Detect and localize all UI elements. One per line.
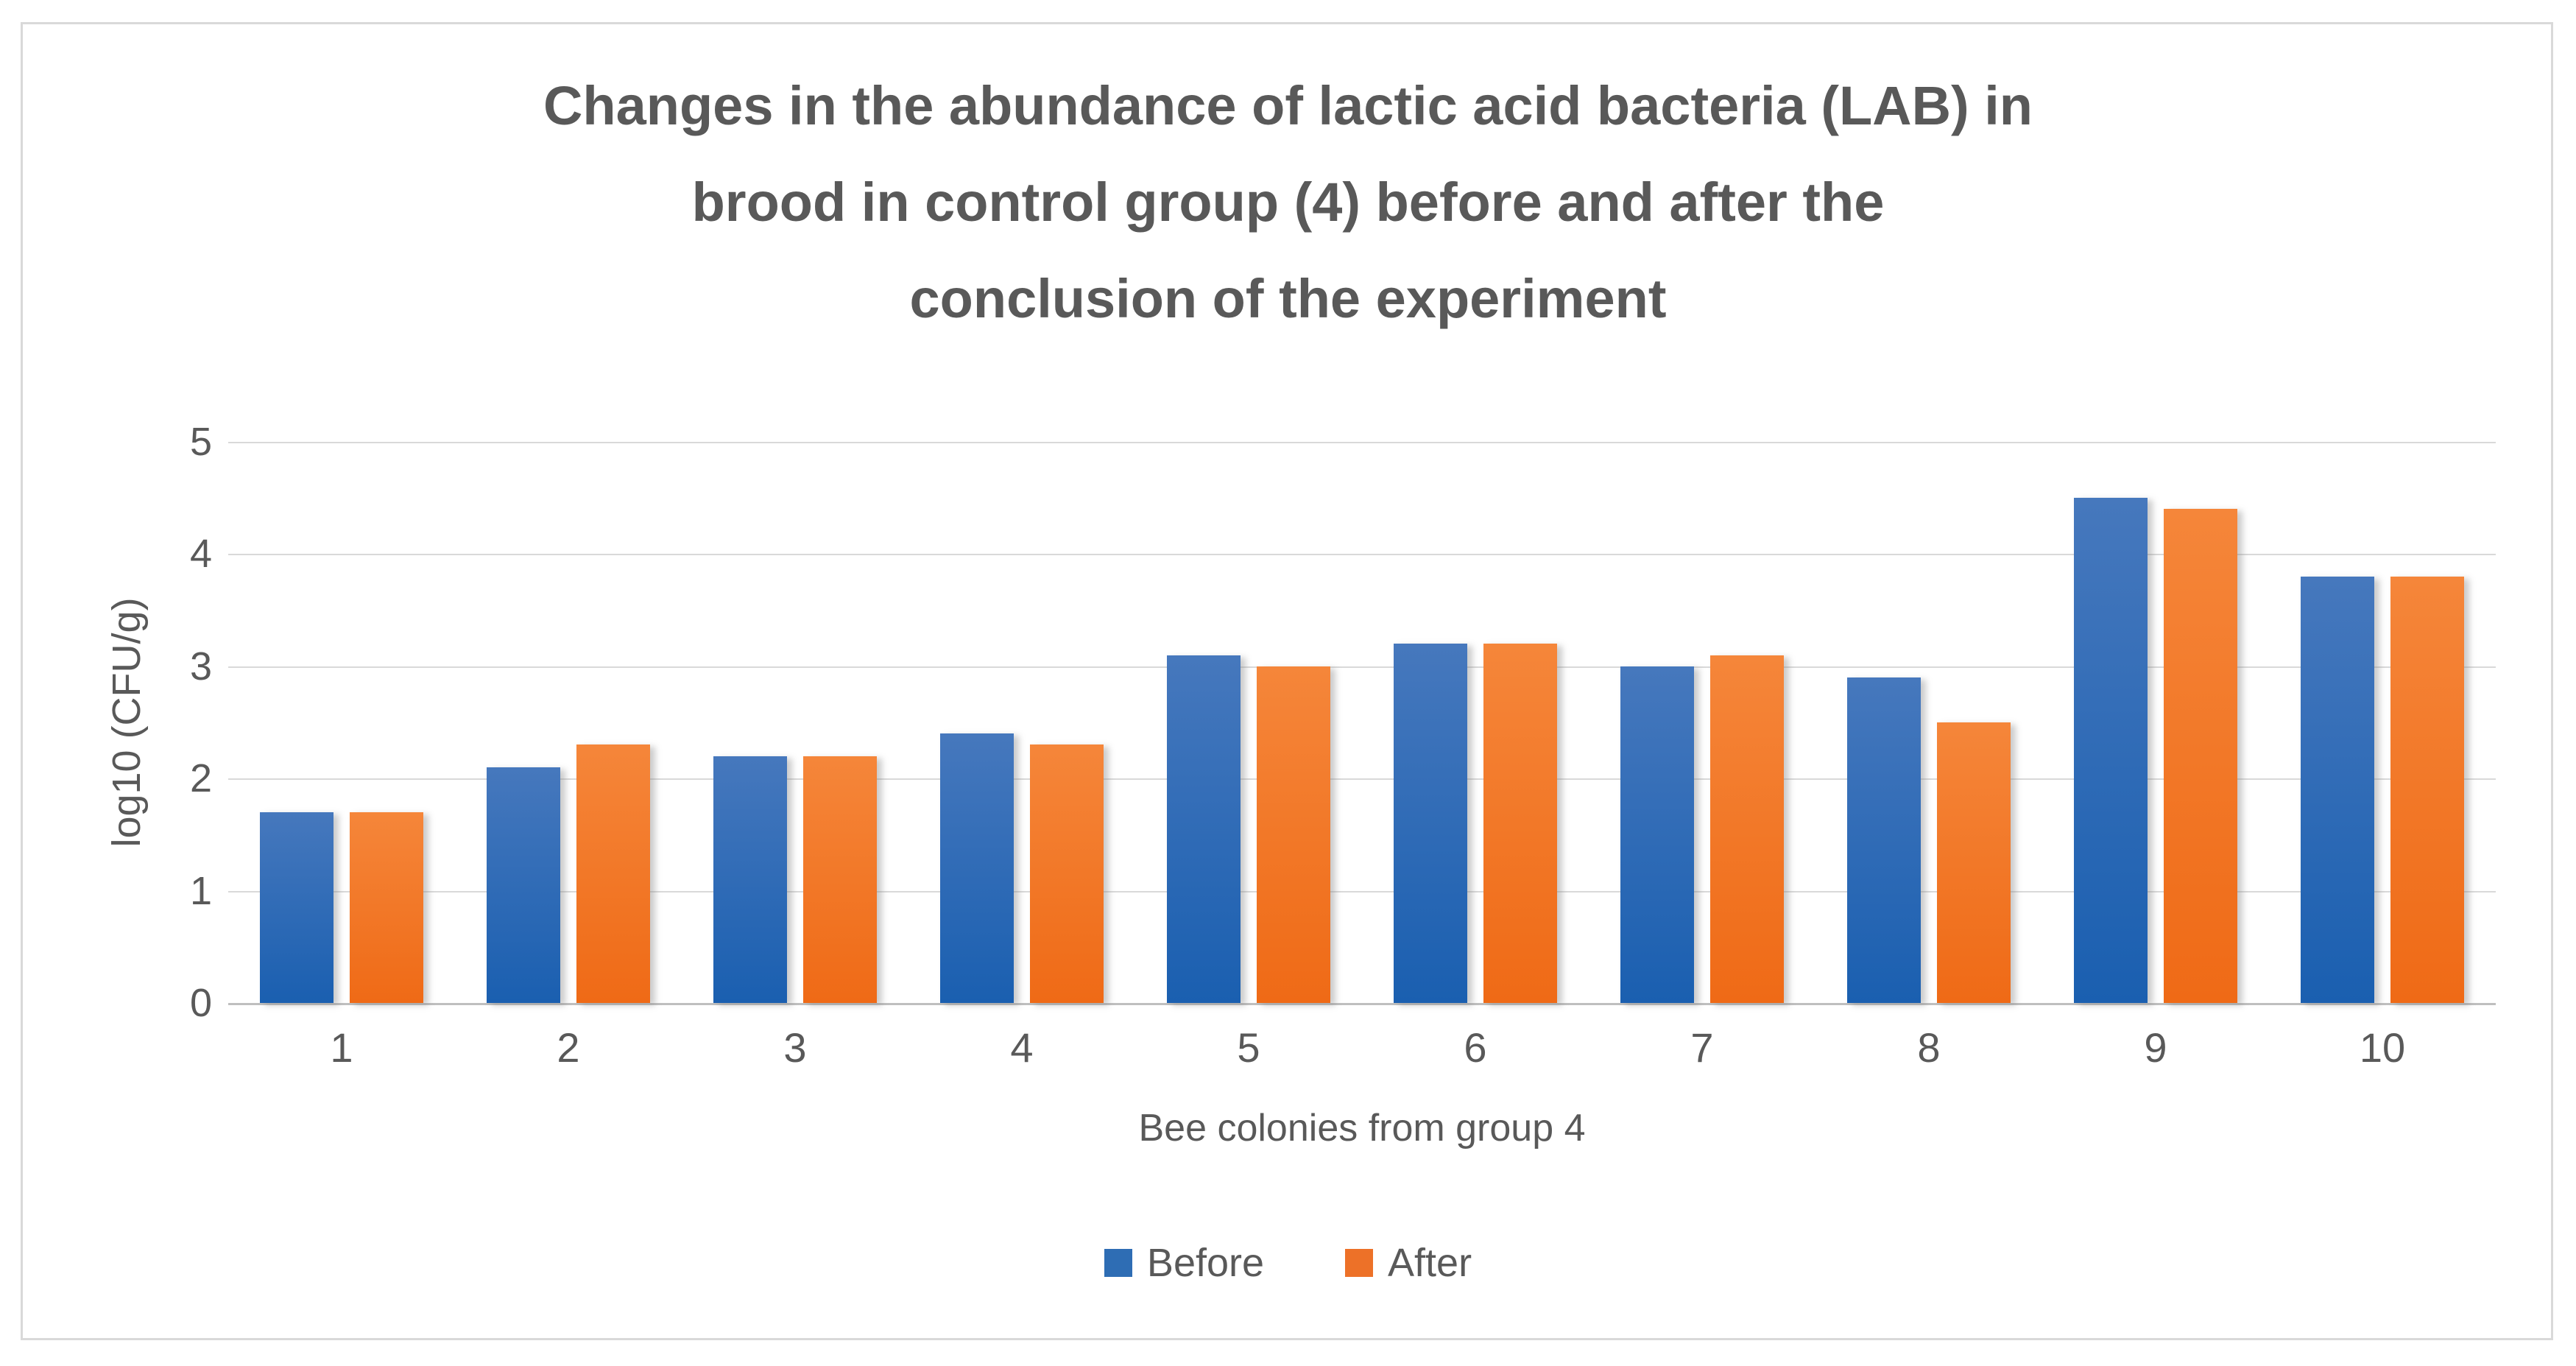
legend-label-before: Before [1146,1241,1265,1285]
bar-group-colony-9 [2042,442,2269,1003]
y-tick-label-2: 2 [189,756,212,801]
bar-group-colony-10 [2269,442,2496,1003]
bar-after-colony-4 [1030,744,1104,1003]
bar-after-colony-7 [1710,655,1784,1003]
bar-after-colony-2 [576,744,650,1003]
bar-before-colony-7 [1620,666,1694,1003]
bars-layer [228,442,2496,1003]
gridline-y4 [228,554,2496,556]
y-tick-label-5: 5 [189,420,212,464]
y-tick-label-1: 1 [189,868,212,913]
chart-title: Changes in the abundance of lactic acid … [0,57,2576,347]
bar-group-colony-6 [1362,442,1589,1003]
x-tick-label-10: 10 [2359,1024,2406,1071]
y-tick-label-3: 3 [189,644,212,689]
x-axis-title: Bee colonies from group 4 [1138,1107,1586,1150]
chart-title-line-1: Changes in the abundance of lactic acid … [543,75,2033,136]
x-tick-label-3: 3 [783,1024,807,1071]
bar-before-colony-10 [2301,576,2374,1003]
legend: Before After [0,1243,2576,1283]
x-tick-label-1: 1 [330,1024,353,1071]
gridline-y5 [228,442,2496,443]
x-tick-label-5: 5 [1237,1024,1260,1071]
legend-item-after: After [1345,1243,1472,1283]
bar-after-colony-5 [1257,666,1330,1003]
bar-group-colony-3 [682,442,908,1003]
bar-before-colony-1 [260,811,334,1003]
bar-group-colony-2 [455,442,682,1003]
bar-after-colony-1 [350,811,423,1003]
x-tick-label-7: 7 [1690,1024,1714,1071]
bar-after-colony-8 [1937,722,2011,1003]
gridline-y1 [228,890,2496,893]
bar-before-colony-6 [1394,644,1467,1003]
legend-label-after: After [1388,1241,1472,1285]
x-tick-label-8: 8 [1917,1024,1941,1071]
bar-before-colony-5 [1167,655,1241,1003]
bar-group-colony-5 [1135,442,1362,1003]
bar-group-colony-1 [228,442,455,1003]
bar-group-colony-8 [1815,442,2042,1003]
bar-before-colony-9 [2074,498,2148,1003]
chart-title-line-2: brood in control group (4) before and af… [691,172,1885,233]
bar-before-colony-2 [487,767,560,1003]
bar-before-colony-3 [713,756,787,1003]
bar-group-colony-4 [908,442,1135,1003]
bar-before-colony-4 [940,733,1014,1003]
x-tick-label-2: 2 [557,1024,580,1071]
legend-swatch-before [1104,1249,1132,1277]
y-tick-label-0: 0 [189,981,212,1025]
bar-after-colony-9 [2164,509,2237,1003]
x-axis-line [228,1003,2496,1005]
bar-before-colony-8 [1847,677,1921,1003]
legend-item-before: Before [1104,1243,1264,1283]
bar-after-colony-10 [2390,576,2464,1003]
x-axis-tick-labels: 1 2 3 4 5 6 7 8 9 10 [228,1024,2496,1071]
bar-group-colony-7 [1589,442,1815,1003]
legend-swatch-after [1345,1249,1374,1277]
x-tick-label-9: 9 [2144,1024,2167,1071]
x-tick-label-4: 4 [1010,1024,1034,1071]
x-tick-label-6: 6 [1464,1024,1487,1071]
bar-after-colony-3 [803,756,877,1003]
bar-after-colony-6 [1483,644,1557,1003]
chart-title-line-3: conclusion of the experiment [909,268,1667,329]
y-tick-label-4: 4 [189,532,212,577]
gridline-y2 [228,778,2496,781]
y-axis-title: log10 (CFU/g) [105,597,149,848]
gridline-y3 [228,666,2496,668]
plot-area [228,442,2496,1005]
